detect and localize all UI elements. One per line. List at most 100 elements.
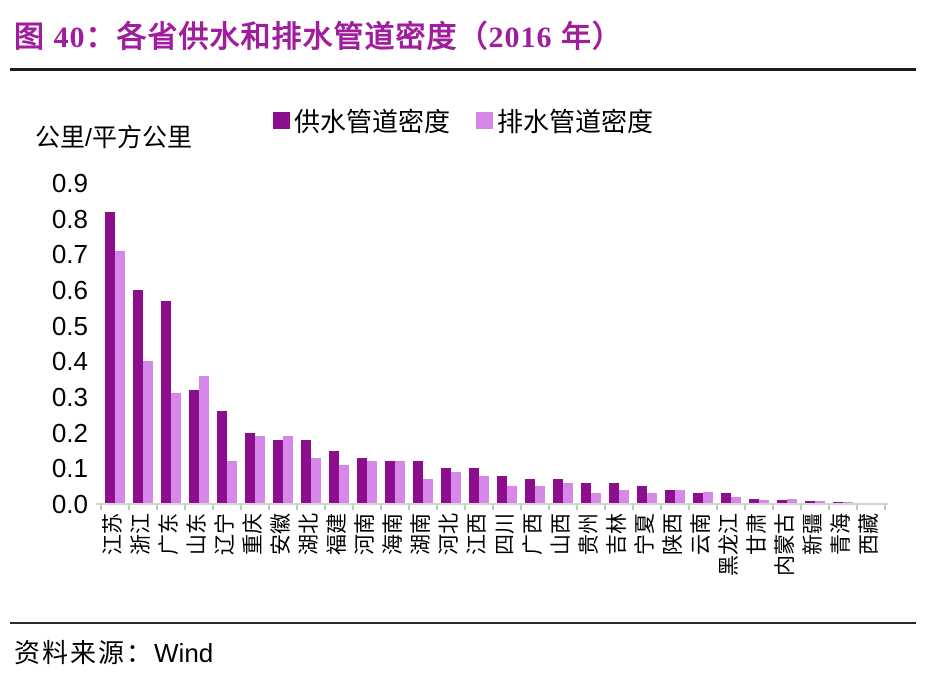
x-cell: 福建 [324, 511, 352, 621]
bar-group [800, 183, 828, 504]
x-axis-label: 青海 [830, 513, 853, 555]
x-cell: 四川 [492, 511, 520, 621]
bar-drain [478, 475, 489, 504]
y-tick-label: 0.8 [51, 203, 88, 234]
x-axis-label: 云南 [690, 513, 713, 555]
title-divider [10, 68, 916, 71]
x-tick-mark [632, 505, 634, 510]
bar-group [660, 183, 688, 504]
x-cell: 河南 [352, 511, 380, 621]
x-cell: 青海 [828, 511, 856, 621]
bar-supply [160, 300, 171, 504]
x-cell: 内蒙古 [772, 511, 800, 621]
x-axis-label: 江苏 [102, 513, 125, 555]
bar-supply [328, 450, 339, 504]
bar-supply [524, 479, 535, 504]
x-axis-label: 山西 [550, 513, 573, 555]
x-axis-label: 海南 [382, 513, 405, 555]
x-cell: 辽宁 [212, 511, 240, 621]
y-axis-unit-label: 公里/平方公里 [35, 124, 192, 152]
bar-group [716, 183, 744, 504]
x-tick-mark [268, 505, 270, 510]
bar-group [492, 183, 520, 504]
bar-supply [552, 479, 563, 504]
bar-drain [814, 501, 825, 504]
bar-drain [142, 361, 153, 504]
x-cell: 江苏 [100, 511, 128, 621]
bar-drain [786, 498, 797, 504]
bar-group [744, 183, 772, 504]
x-cell: 广东 [156, 511, 184, 621]
bar-supply [272, 439, 283, 504]
source-line: 资料来源：Wind [14, 633, 213, 670]
x-tick-mark [184, 505, 186, 510]
legend: 供水管道密度 排水管道密度 [0, 102, 926, 139]
x-axis-label: 内蒙古 [774, 513, 797, 576]
x-axis-label: 山东 [186, 513, 209, 555]
x-tick-mark [408, 505, 410, 510]
bar-group [772, 183, 800, 504]
x-tick-mark [688, 505, 690, 510]
x-cell: 重庆 [240, 511, 268, 621]
y-tick-label: 0.6 [51, 275, 88, 305]
x-cell: 陕西 [660, 511, 688, 621]
x-axis-line [96, 503, 888, 505]
x-axis-label: 广西 [522, 513, 545, 555]
x-axis-label: 贵州 [578, 513, 601, 555]
bar-supply [384, 461, 395, 504]
bar-group [128, 183, 156, 504]
bar-group [296, 183, 324, 504]
x-tick-mark [492, 505, 494, 510]
bar-supply [580, 482, 591, 504]
bar-supply [720, 493, 731, 504]
bar-group [184, 183, 212, 504]
x-axis-label: 广东 [158, 513, 181, 555]
bar-drain [310, 457, 321, 504]
x-cell: 山西 [548, 511, 576, 621]
x-cell: 黑龙江 [716, 511, 744, 621]
bar-supply [496, 475, 507, 504]
legend-swatch-supply [272, 112, 290, 129]
bar-supply [608, 482, 619, 504]
x-tick-mark [520, 505, 522, 510]
bar-group [856, 183, 884, 504]
x-cell: 云南 [688, 511, 716, 621]
x-cell: 广西 [520, 511, 548, 621]
x-axis-label: 西藏 [858, 513, 881, 555]
x-tick-mark [604, 505, 606, 510]
bar-group [324, 183, 352, 504]
x-axis-label: 黑龙江 [718, 513, 741, 576]
legend-swatch-drain [476, 112, 493, 129]
legend-label-drain: 排水管道密度 [497, 107, 654, 137]
source-label: 资料来源： [14, 639, 155, 668]
x-cell: 宁夏 [632, 511, 660, 621]
bar-supply [356, 457, 367, 504]
bar-supply [776, 500, 787, 504]
x-tick-mark [156, 505, 158, 510]
bar-drain [114, 250, 125, 504]
bar-drain [422, 479, 433, 504]
bar-supply [104, 211, 115, 504]
bar-group [548, 183, 576, 504]
bar-supply [664, 489, 675, 504]
y-tick-label: 0.9 [51, 168, 88, 198]
bar-group [156, 183, 184, 504]
x-tick-mark [548, 505, 550, 510]
x-axis-label: 湖北 [298, 513, 321, 555]
y-tick-label: 0.1 [51, 453, 88, 484]
legend-item-drain: 排水管道密度 [476, 102, 653, 139]
x-tick-mark [380, 505, 382, 510]
x-cell: 浙江 [128, 511, 156, 621]
bar-drain [450, 471, 461, 504]
x-cell: 甘肃 [744, 511, 772, 621]
bar-group [352, 183, 380, 504]
bar-drain [366, 461, 377, 504]
bar-group [828, 183, 856, 504]
bar-supply [468, 468, 479, 504]
x-tick-mark [296, 505, 298, 510]
bar-supply [216, 411, 227, 504]
y-tick-label: 0.3 [51, 382, 88, 412]
x-tick-mark [464, 505, 466, 510]
bar-group [464, 183, 492, 504]
x-axis-label: 辽宁 [214, 513, 237, 555]
